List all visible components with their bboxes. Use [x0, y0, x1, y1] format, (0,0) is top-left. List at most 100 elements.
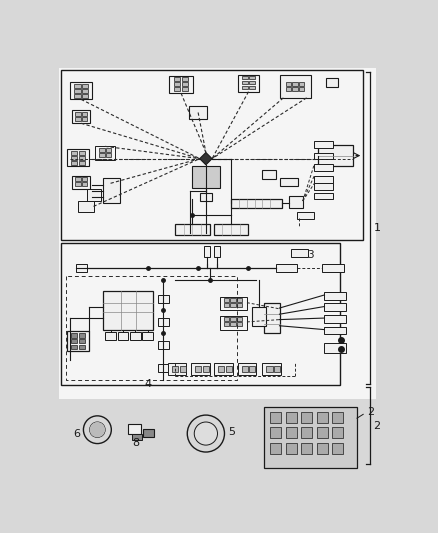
Bar — [87, 189, 101, 201]
Bar — [174, 82, 180, 86]
Bar — [191, 363, 210, 375]
Bar — [325, 303, 346, 311]
Bar — [270, 412, 281, 423]
Bar — [230, 298, 236, 302]
Bar — [72, 176, 90, 189]
Bar — [270, 427, 281, 438]
Bar — [182, 87, 188, 91]
Bar — [130, 332, 141, 340]
Bar — [210, 171, 215, 175]
Bar — [274, 366, 280, 372]
Bar — [291, 249, 308, 257]
Bar — [325, 343, 346, 353]
Bar — [332, 427, 343, 438]
Bar — [314, 141, 333, 148]
Bar — [99, 148, 105, 152]
Bar — [81, 94, 88, 98]
Bar — [71, 161, 78, 165]
Bar — [314, 152, 333, 159]
Bar — [158, 364, 172, 372]
Bar — [117, 332, 128, 340]
Bar — [75, 117, 81, 121]
Bar — [224, 298, 229, 302]
Bar — [67, 331, 89, 351]
Circle shape — [194, 422, 218, 445]
Bar — [77, 264, 87, 272]
Bar — [143, 429, 154, 437]
Bar — [292, 87, 298, 91]
Bar — [81, 177, 87, 181]
Bar — [325, 327, 346, 334]
Text: 3: 3 — [307, 250, 314, 260]
Text: 1: 1 — [374, 223, 381, 233]
Bar — [286, 443, 297, 454]
Bar — [78, 333, 85, 338]
Bar — [172, 366, 178, 372]
Bar — [262, 170, 276, 180]
Bar — [266, 366, 272, 372]
Bar — [249, 366, 255, 372]
Bar — [299, 87, 304, 91]
Bar — [78, 151, 85, 155]
Bar — [203, 171, 208, 175]
Bar — [286, 412, 297, 423]
Bar — [314, 175, 333, 182]
Bar — [203, 366, 209, 372]
Text: 5: 5 — [228, 427, 235, 437]
Bar — [214, 246, 220, 257]
Bar — [197, 176, 202, 180]
Bar — [314, 183, 333, 190]
Bar — [332, 412, 343, 423]
Bar — [230, 322, 236, 326]
Bar — [103, 178, 120, 203]
Bar — [322, 264, 344, 272]
Bar — [74, 84, 81, 88]
Bar — [192, 166, 220, 188]
Circle shape — [90, 422, 105, 438]
Bar — [203, 176, 208, 180]
Bar — [224, 322, 229, 326]
Bar — [74, 89, 81, 93]
Bar — [220, 296, 247, 310]
Bar — [218, 366, 224, 372]
Bar — [70, 83, 92, 99]
Bar — [249, 85, 255, 90]
Bar — [128, 424, 141, 433]
Bar — [158, 318, 169, 326]
Bar — [242, 76, 248, 79]
Bar — [301, 427, 312, 438]
Bar — [314, 192, 333, 199]
Bar — [106, 153, 111, 157]
Bar — [231, 199, 282, 208]
Bar — [78, 345, 85, 349]
Bar — [168, 363, 187, 375]
Bar — [325, 315, 346, 322]
Bar — [252, 308, 266, 326]
Bar — [74, 94, 81, 98]
Bar — [71, 345, 78, 349]
Bar — [197, 171, 202, 175]
Bar — [317, 443, 328, 454]
Bar — [238, 363, 256, 375]
Bar — [61, 70, 363, 239]
Bar — [158, 295, 169, 303]
Bar — [189, 106, 208, 119]
Bar — [81, 182, 87, 186]
Bar — [81, 84, 88, 88]
Bar — [106, 148, 111, 152]
Bar — [214, 224, 248, 235]
Bar — [67, 149, 89, 166]
Bar — [230, 318, 236, 321]
Bar — [182, 77, 188, 81]
Bar — [214, 363, 233, 375]
Bar — [75, 112, 81, 116]
Bar — [242, 80, 248, 84]
Bar — [204, 246, 210, 257]
Bar — [81, 117, 87, 121]
Bar — [71, 333, 78, 338]
Bar — [71, 151, 78, 155]
Bar — [71, 156, 78, 160]
Bar — [286, 427, 297, 438]
Bar — [264, 303, 279, 334]
Bar — [301, 412, 312, 423]
